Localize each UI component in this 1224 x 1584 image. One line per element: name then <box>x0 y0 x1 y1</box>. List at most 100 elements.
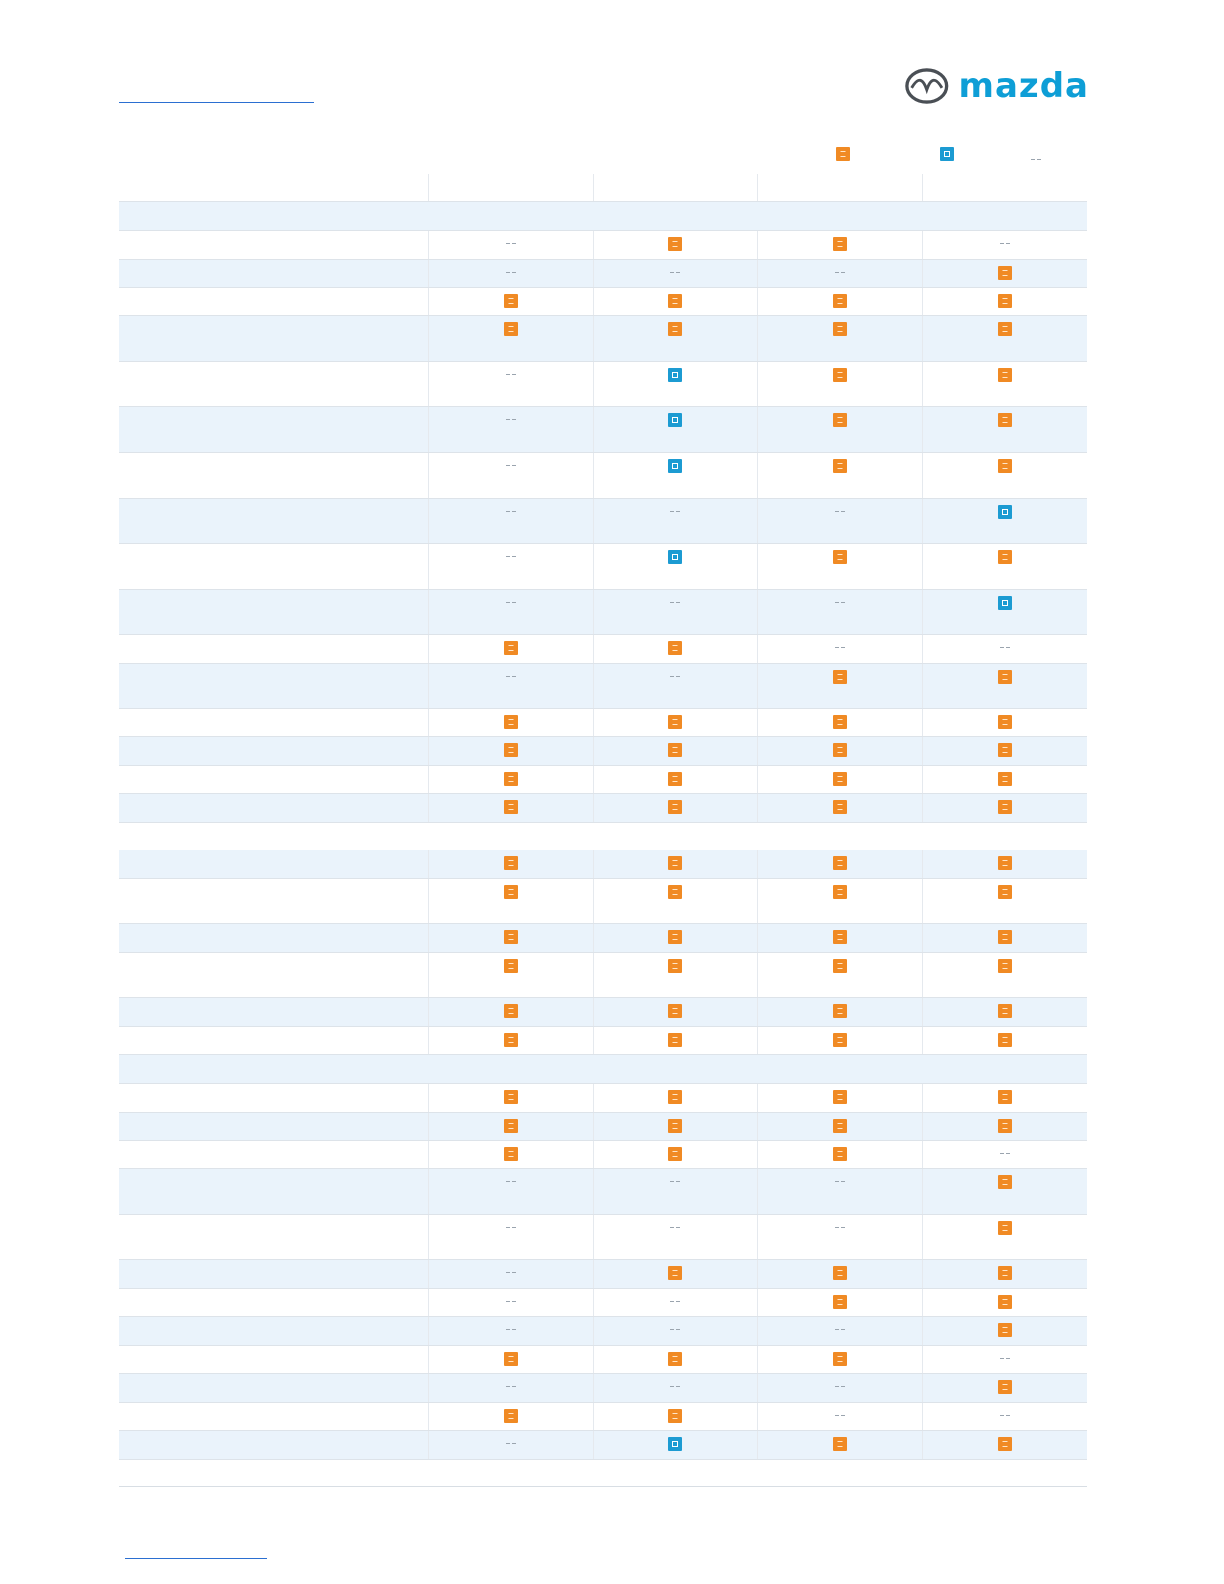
feature-label-cell <box>119 953 428 997</box>
standard-mark-icon <box>998 1033 1013 1047</box>
standard-mark-icon <box>998 1221 1013 1235</box>
availability-cell <box>592 1084 758 1112</box>
feature-label-cell <box>119 1027 428 1054</box>
not-available-mark-icon <box>505 1328 517 1331</box>
standard-mark-icon <box>668 1352 683 1366</box>
column-header-3 <box>757 174 922 201</box>
table-row <box>119 1431 1087 1460</box>
availability-cell <box>757 407 922 452</box>
availability-cell <box>922 766 1087 793</box>
standard-mark-icon <box>503 1090 518 1104</box>
availability-cell <box>757 635 922 663</box>
availability-cell <box>922 260 1087 287</box>
availability-cell <box>922 1027 1087 1054</box>
standard-mark-icon <box>998 1266 1013 1280</box>
availability-cell <box>592 850 758 878</box>
feature-label-cell <box>119 924 428 952</box>
standard-mark-icon <box>833 1119 848 1133</box>
availability-cell <box>592 1260 758 1288</box>
availability-cell <box>427 1260 593 1288</box>
availability-cell <box>592 1027 758 1054</box>
standard-mark-icon <box>998 1004 1013 1018</box>
availability-cell <box>427 879 593 923</box>
standard-mark-icon <box>833 1437 848 1451</box>
not-available-mark-icon <box>834 601 846 604</box>
availability-cell <box>592 664 758 708</box>
availability-cell <box>757 1027 922 1054</box>
table-row <box>119 590 1087 635</box>
availability-cell <box>757 316 922 361</box>
table-row <box>119 766 1087 794</box>
feature-label-cell <box>119 260 428 287</box>
availability-cell <box>922 1141 1087 1168</box>
availability-cell <box>922 953 1087 997</box>
availability-cell <box>922 635 1087 663</box>
not-available-mark-icon <box>669 1180 681 1183</box>
mazda-wing-logo-icon <box>905 68 949 104</box>
availability-cell <box>427 1289 593 1316</box>
feature-label-cell <box>119 850 428 878</box>
standard-mark-icon <box>998 294 1013 308</box>
table-row <box>119 1289 1087 1317</box>
table-row <box>119 924 1087 953</box>
standard-mark-icon <box>998 413 1013 427</box>
table-row <box>119 453 1087 499</box>
standard-mark-icon <box>503 641 518 655</box>
availability-cell <box>427 1141 593 1168</box>
top-link-underline[interactable] <box>119 102 314 103</box>
not-available-mark-icon <box>834 1180 846 1183</box>
availability-cell <box>427 1113 593 1140</box>
availability-cell <box>922 1403 1087 1430</box>
standard-mark-icon <box>833 885 848 899</box>
standard-mark-icon <box>998 772 1013 786</box>
feature-label-cell <box>119 879 428 923</box>
standard-mark-icon <box>998 885 1013 899</box>
table-row <box>119 1317 1087 1346</box>
not-available-mark-icon <box>834 510 846 513</box>
not-available-mark-icon <box>505 555 517 558</box>
table-row <box>119 499 1087 544</box>
standard-mark-icon <box>998 1380 1013 1394</box>
availability-cell <box>427 635 593 663</box>
availability-cell <box>757 1317 922 1345</box>
availability-cell <box>922 998 1087 1026</box>
not-available-mark-icon <box>505 1271 517 1274</box>
table-row <box>119 1374 1087 1403</box>
availability-cell <box>427 1215 593 1259</box>
availability-cell <box>757 1431 922 1459</box>
availability-cell <box>427 794 593 822</box>
mazda-wordmark: mazda <box>958 66 1089 106</box>
table-row <box>119 260 1087 288</box>
standard-mark-icon <box>833 322 848 336</box>
availability-cell <box>757 737 922 765</box>
not-available-mark-icon <box>834 1226 846 1229</box>
standard-mark-icon <box>503 1409 518 1423</box>
availability-cell <box>922 453 1087 498</box>
feature-label-cell <box>119 1346 428 1373</box>
feature-label-cell <box>119 1317 428 1345</box>
availability-cell <box>922 1169 1087 1214</box>
availability-cell <box>592 1431 758 1459</box>
availability-cell <box>757 953 922 997</box>
optional-mark-icon <box>668 1437 683 1451</box>
feature-label-cell <box>119 231 428 259</box>
standard-icon <box>836 147 850 161</box>
availability-cell <box>427 1084 593 1112</box>
availability-cell <box>757 1215 922 1259</box>
mazda-logo: mazda <box>905 66 1089 106</box>
optional-mark-icon <box>998 505 1013 519</box>
availability-cell <box>592 1113 758 1140</box>
bottom-link-underline[interactable] <box>125 1558 267 1559</box>
table-row <box>119 1260 1087 1289</box>
optional-mark-icon <box>668 368 683 382</box>
not-available-mark-icon <box>669 1385 681 1388</box>
not-available-mark-icon <box>505 373 517 376</box>
not-available-mark-icon <box>505 1226 517 1229</box>
availability-cell <box>592 1215 758 1259</box>
standard-mark-icon <box>833 368 848 382</box>
standard-mark-icon <box>503 743 518 757</box>
availability-cell <box>592 407 758 452</box>
not-available-mark-icon <box>669 1226 681 1229</box>
feature-label-cell <box>119 709 428 736</box>
standard-mark-icon <box>833 1295 848 1309</box>
